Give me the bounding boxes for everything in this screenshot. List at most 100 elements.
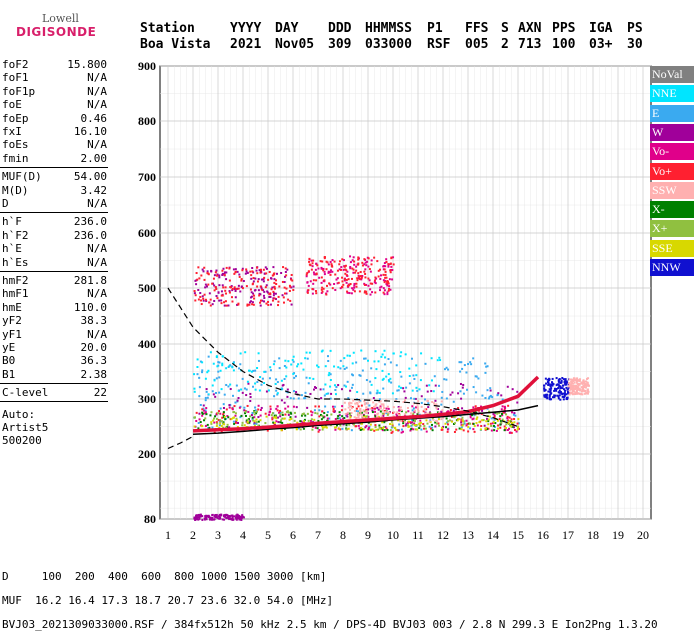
- echo-point: [355, 265, 358, 268]
- echo-point: [557, 383, 560, 386]
- echo-point: [341, 276, 344, 279]
- echo-point: [257, 424, 260, 427]
- echo-point: [584, 383, 587, 386]
- echo-point: [206, 396, 209, 399]
- echo-point: [257, 359, 260, 362]
- echo-point: [565, 397, 568, 400]
- echo-point: [221, 416, 224, 419]
- x-tick-label: 9: [365, 528, 371, 542]
- param-value: N/A: [87, 287, 107, 301]
- echo-point: [269, 369, 272, 372]
- echo-point: [258, 294, 261, 297]
- echo-point: [207, 283, 210, 286]
- param-key: M(D): [2, 183, 29, 197]
- echo-point: [290, 363, 293, 366]
- echo-point: [218, 299, 221, 302]
- echo-point: [281, 417, 284, 420]
- echo-point: [251, 418, 254, 421]
- echo-point: [500, 394, 503, 397]
- echo-point: [257, 352, 260, 355]
- echo-point: [558, 384, 561, 387]
- echo-point: [270, 414, 273, 417]
- echo-point: [358, 400, 361, 403]
- echo-point: [211, 384, 214, 387]
- echo-point: [273, 395, 276, 398]
- echo-point: [201, 412, 204, 415]
- echo-point: [543, 389, 546, 392]
- echo-point: [548, 383, 551, 386]
- echo-point: [375, 403, 378, 406]
- echo-point: [199, 513, 202, 516]
- echo-point: [260, 406, 263, 409]
- echo-point: [577, 384, 580, 387]
- echo-point: [267, 303, 270, 306]
- echo-point: [252, 282, 255, 285]
- echo-point: [506, 415, 509, 418]
- echo-point: [356, 412, 359, 415]
- echo-point: [293, 411, 296, 414]
- echo-point: [374, 377, 377, 380]
- echo-point: [243, 387, 246, 390]
- echo-point: [250, 291, 253, 294]
- param-value: 0.46: [80, 111, 108, 125]
- echo-point: [199, 403, 202, 406]
- param-key: foF1p: [2, 84, 36, 98]
- echo-point: [273, 292, 276, 295]
- echo-point: [447, 368, 450, 371]
- echo-point: [237, 397, 240, 400]
- echo-point: [384, 265, 387, 268]
- echo-point: [509, 431, 512, 434]
- echo-point: [217, 412, 220, 415]
- echo-point: [551, 382, 554, 385]
- echo-point: [228, 406, 231, 409]
- echo-point: [370, 383, 373, 386]
- param-value: N/A: [87, 98, 107, 112]
- echo-point: [262, 294, 265, 297]
- echo-point: [559, 391, 562, 394]
- echo-point: [235, 419, 238, 422]
- footer-distance-row: D 100 200 400 600 800 1000 1500 3000 [km…: [2, 570, 327, 583]
- echo-point: [374, 276, 377, 279]
- echo-point: [358, 374, 361, 377]
- echo-point: [355, 269, 358, 272]
- echo-point: [290, 278, 293, 281]
- echo-point: [307, 284, 310, 287]
- echo-point: [348, 354, 351, 357]
- echo-point: [311, 262, 314, 265]
- echo-point: [211, 303, 214, 306]
- echo-point: [207, 369, 210, 372]
- x-tick-label: 10: [387, 528, 399, 542]
- echo-point: [467, 363, 470, 366]
- echo-point: [363, 414, 366, 417]
- echo-point: [418, 388, 421, 391]
- echo-point: [491, 396, 494, 399]
- echo-point: [353, 409, 356, 412]
- echo-point: [403, 413, 406, 416]
- echo-point: [582, 381, 585, 384]
- echo-point: [406, 422, 409, 425]
- echo-point: [249, 270, 252, 273]
- echo-point: [573, 390, 576, 393]
- echo-point: [331, 405, 334, 408]
- echo-point: [312, 377, 315, 380]
- echo-point: [208, 292, 211, 295]
- echo-point: [198, 277, 201, 280]
- echo-point: [509, 425, 512, 428]
- echo-point: [369, 423, 372, 426]
- echo-point: [323, 273, 326, 276]
- echo-point: [381, 412, 384, 415]
- echo-point: [576, 377, 579, 380]
- echo-point: [355, 410, 358, 413]
- echo-point: [212, 277, 215, 280]
- legend-item-vo: Vo+: [650, 162, 694, 180]
- echo-point: [395, 413, 398, 416]
- echo-point: [218, 376, 221, 379]
- echo-point: [517, 418, 520, 421]
- echo-point: [411, 423, 414, 426]
- echo-point: [573, 388, 576, 391]
- legend-item-x: X-: [650, 201, 694, 219]
- echo-point: [206, 515, 209, 518]
- echo-point: [238, 275, 241, 278]
- echo-point: [571, 389, 574, 392]
- echo-point: [516, 401, 519, 404]
